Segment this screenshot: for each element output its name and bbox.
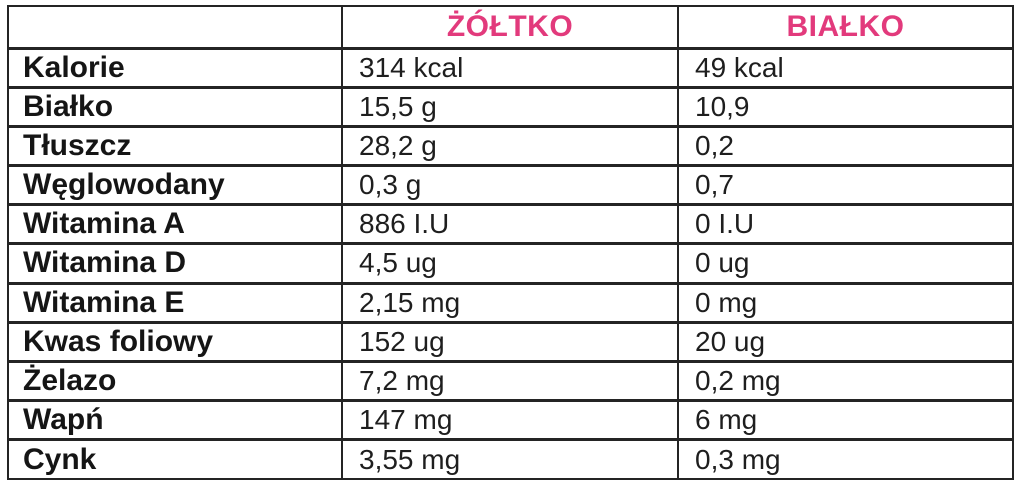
bialko-value: 0 ug <box>677 242 1014 285</box>
row-label: Tłuszcz <box>7 124 343 167</box>
bialko-value: 0,2 mg <box>677 359 1014 402</box>
bialko-value: 6 mg <box>677 399 1014 441</box>
header-row: ŻÓŁTKO BIAŁKO <box>7 5 1014 50</box>
zoltko-value: 2,15 mg <box>341 281 679 324</box>
nutrition-table: ŻÓŁTKO BIAŁKO Kalorie 314 kcal 49 kcal Biał… <box>7 5 1014 481</box>
table-row: Kwas foliowy 152 ug 20 ug <box>7 320 1014 363</box>
table-row: Witamina E 2,15 mg 0 mg <box>7 281 1014 324</box>
zoltko-value: 28,2 g <box>341 124 679 167</box>
table-row: Wapń 147 mg 6 mg <box>7 399 1014 441</box>
table-row: Białko 15,5 g 10,9 <box>7 85 1014 128</box>
table-row: Tłuszcz 28,2 g 0,2 <box>7 124 1014 167</box>
table-row: Cynk 3,55 mg 0,3 mg <box>7 438 1014 481</box>
table-row: Żelazo 7,2 mg 0,2 mg <box>7 359 1014 402</box>
header-empty-cell <box>7 5 343 50</box>
row-label: Witamina A <box>7 203 343 245</box>
table-row: Węglowodany 0,3 g 0,7 <box>7 164 1014 206</box>
row-label: Kalorie <box>7 46 343 89</box>
bialko-value: 0,2 <box>677 124 1014 167</box>
bialko-value: 0 mg <box>677 281 1014 324</box>
row-label: Wapń <box>7 399 343 441</box>
zoltko-value: 3,55 mg <box>341 438 679 481</box>
zoltko-value: 886 I.U <box>341 203 679 245</box>
row-label: Żelazo <box>7 359 343 402</box>
row-label: Białko <box>7 85 343 128</box>
header-bialko: BIAŁKO <box>677 5 1014 50</box>
zoltko-value: 314 kcal <box>341 46 679 89</box>
row-label: Witamina E <box>7 281 343 324</box>
zoltko-value: 152 ug <box>341 320 679 363</box>
bialko-value: 10,9 <box>677 85 1014 128</box>
zoltko-value: 147 mg <box>341 399 679 441</box>
row-label: Węglowodany <box>7 164 343 206</box>
row-label: Cynk <box>7 438 343 481</box>
zoltko-value: 0,3 g <box>341 164 679 206</box>
table-row: Kalorie 314 kcal 49 kcal <box>7 46 1014 89</box>
bialko-value: 49 kcal <box>677 46 1014 89</box>
table-row: Witamina A 886 I.U 0 I.U <box>7 203 1014 245</box>
row-label: Witamina D <box>7 242 343 285</box>
table-row: Witamina D 4,5 ug 0 ug <box>7 242 1014 285</box>
zoltko-value: 7,2 mg <box>341 359 679 402</box>
bialko-value: 20 ug <box>677 320 1014 363</box>
bialko-value: 0,7 <box>677 164 1014 206</box>
bialko-value: 0 I.U <box>677 203 1014 245</box>
zoltko-value: 4,5 ug <box>341 242 679 285</box>
zoltko-value: 15,5 g <box>341 85 679 128</box>
header-zoltko: ŻÓŁTKO <box>341 5 679 50</box>
row-label: Kwas foliowy <box>7 320 343 363</box>
bialko-value: 0,3 mg <box>677 438 1014 481</box>
